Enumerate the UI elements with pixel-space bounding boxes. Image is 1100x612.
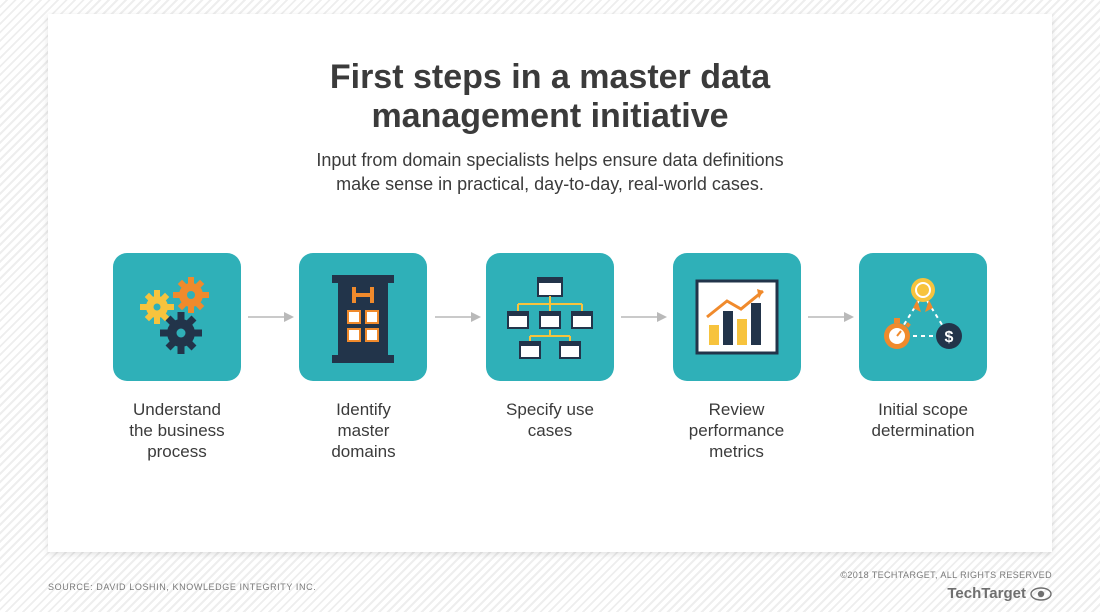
tile-chart [673, 253, 801, 381]
arrow-icon [433, 310, 481, 324]
hierarchy-icon [500, 272, 600, 362]
source-attribution: SOURCE: DAVID LOSHIN, KNOWLEDGE INTEGRIT… [48, 582, 316, 592]
flow-row: Understand the business process [108, 253, 992, 463]
step-2-label: Identify master domains [331, 399, 395, 463]
brand-eye-icon [1030, 587, 1052, 601]
title-line1: First steps in a master data [330, 58, 770, 96]
arrow-1 [246, 253, 295, 381]
svg-text:$: $ [945, 329, 954, 346]
step-4-label: Review performance metrics [689, 399, 784, 463]
arrow-3 [619, 253, 668, 381]
arrow-2 [432, 253, 481, 381]
infographic-card: First steps in a master data management … [48, 14, 1052, 552]
step-3-label: Specify use cases [506, 399, 594, 442]
title-line2: management initiative [371, 97, 728, 135]
title: First steps in a master data management … [108, 58, 992, 136]
subtitle-line2: make sense in practical, day-to-day, rea… [336, 174, 764, 194]
subtitle: Input from domain specialists helps ensu… [108, 148, 992, 197]
tile-scope: $ [859, 253, 987, 381]
building-icon [318, 267, 408, 367]
arrow-icon [806, 310, 854, 324]
scope-icon: $ [873, 270, 973, 364]
step-5-label: Initial scope determination [872, 399, 975, 442]
copyright-text: ©2018 TECHTARGET, ALL RIGHTS RESERVED [840, 570, 1052, 580]
chart-icon [693, 277, 781, 357]
step-1: Understand the business process [108, 253, 246, 463]
arrow-icon [246, 310, 294, 324]
brand-logo: TechTarget [947, 585, 1052, 602]
step-5: $ Initial scope determination [854, 253, 992, 442]
step-1-label: Understand the business process [129, 399, 224, 463]
subtitle-line1: Input from domain specialists helps ensu… [316, 150, 783, 170]
arrow-4 [805, 253, 854, 381]
gears-icon [131, 271, 223, 363]
tile-hierarchy [486, 253, 614, 381]
tile-gears [113, 253, 241, 381]
step-4: Review performance metrics [668, 253, 806, 463]
step-3: Specify use cases [481, 253, 619, 442]
tile-building [299, 253, 427, 381]
step-2: Identify master domains [295, 253, 433, 463]
brand-text: TechTarget [947, 585, 1026, 602]
arrow-icon [619, 310, 667, 324]
